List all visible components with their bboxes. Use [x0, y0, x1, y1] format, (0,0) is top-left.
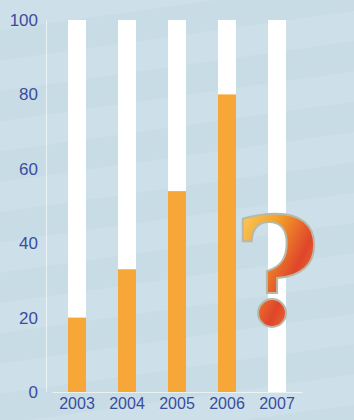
x-tick-label: 2005	[159, 395, 195, 412]
bar	[68, 318, 86, 392]
y-tick: 40	[19, 234, 46, 253]
y-tick: 0	[29, 383, 46, 402]
track	[118, 20, 136, 392]
x-tick: 2003	[59, 392, 95, 412]
y-tick: 80	[19, 85, 46, 104]
chart: 0 20 40 60 80 100 2003 2004 2005 2006 2007?	[0, 0, 354, 420]
x-tick-label: 2003	[59, 395, 95, 412]
x-tick-label: 2007	[259, 395, 295, 412]
y-tick-label: 40	[19, 234, 38, 253]
bar	[168, 191, 186, 392]
y-tick: 60	[19, 160, 46, 179]
y-tick-label: 0	[29, 383, 38, 402]
y-tick-label: 100	[10, 11, 38, 30]
y-tick: 100	[10, 11, 46, 30]
x-tick: 2004	[109, 392, 145, 412]
x-tick: 2007	[259, 392, 295, 412]
x-tick: 2006	[209, 392, 245, 412]
background	[0, 0, 354, 420]
track	[68, 20, 86, 392]
x-axis-line	[53, 392, 303, 393]
y-axis-line	[46, 21, 47, 393]
y-tick: 20	[19, 309, 46, 328]
x-axis: 2003 2004 2005 2006 2007	[53, 392, 303, 412]
y-tick-label: 20	[19, 309, 38, 328]
x-tick: 2005	[159, 392, 195, 412]
track	[168, 20, 186, 392]
bar	[118, 269, 136, 392]
x-tick-label: 2004	[109, 395, 145, 412]
y-axis: 0 20 40 60 80 100	[10, 11, 47, 402]
annotation: ?	[233, 184, 321, 360]
x-tick-label: 2006	[209, 395, 245, 412]
y-tick-label: 60	[19, 160, 38, 179]
y-tick-label: 80	[19, 85, 38, 104]
